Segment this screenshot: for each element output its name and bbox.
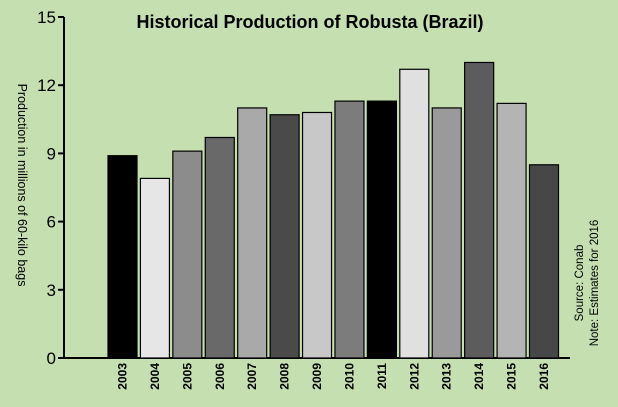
- x-tick-label: 2011: [375, 363, 389, 389]
- bar-2013: [431, 107, 462, 359]
- bars: [107, 61, 560, 359]
- bar-2007: [237, 107, 268, 359]
- x-tick-label: 2016: [537, 363, 551, 390]
- y-tick-label: 15: [37, 8, 56, 27]
- x-tick-label: 2012: [407, 363, 421, 390]
- x-tick-label: 2015: [505, 363, 519, 390]
- bar-2003: [107, 155, 138, 359]
- y-tick-label: 6: [47, 213, 56, 232]
- x-tick-label: 2008: [278, 363, 292, 390]
- bar-2009: [301, 111, 333, 359]
- bar-2015: [496, 102, 527, 359]
- x-tick-label: 2004: [148, 363, 162, 390]
- bar-2016: [528, 164, 560, 359]
- x-tick-label: 2013: [440, 363, 454, 390]
- x-axis-labels: 2003 2004 2005 2006 2007 2008 2009 2010 2011 2012…: [116, 363, 552, 390]
- chart-title: Historical Production of Robusta (Brazil…: [136, 12, 483, 32]
- x-tick-label: 2003: [116, 363, 130, 390]
- y-axis-ticks: 0 3 6 9 12 15: [37, 8, 64, 368]
- y-tick-label: 0: [47, 349, 56, 368]
- x-tick-label: 2009: [310, 363, 324, 390]
- x-tick-label: 2006: [213, 363, 227, 390]
- y-tick-label: 12: [37, 76, 56, 95]
- bar-2011: [366, 100, 397, 359]
- bar-2004: [139, 177, 171, 359]
- bar-2006: [204, 136, 235, 359]
- estimate-note: Note: Estimates for 2016: [589, 220, 601, 347]
- x-tick-label: 2010: [342, 363, 356, 390]
- bar-2012: [399, 68, 430, 359]
- source-note: Source: Conab: [574, 245, 586, 322]
- x-tick-label: 2007: [245, 363, 259, 390]
- x-tick-label: 2005: [180, 363, 194, 390]
- x-tick-label: 2014: [472, 363, 486, 390]
- bar-2005: [172, 150, 203, 359]
- bar-2010: [334, 100, 365, 359]
- y-tick-label: 3: [47, 281, 56, 300]
- y-axis-label: Production in millions of 60-kilo bags: [15, 84, 29, 287]
- bar-2008: [269, 114, 300, 359]
- y-tick-label: 9: [47, 144, 56, 163]
- bar-2014: [464, 61, 495, 359]
